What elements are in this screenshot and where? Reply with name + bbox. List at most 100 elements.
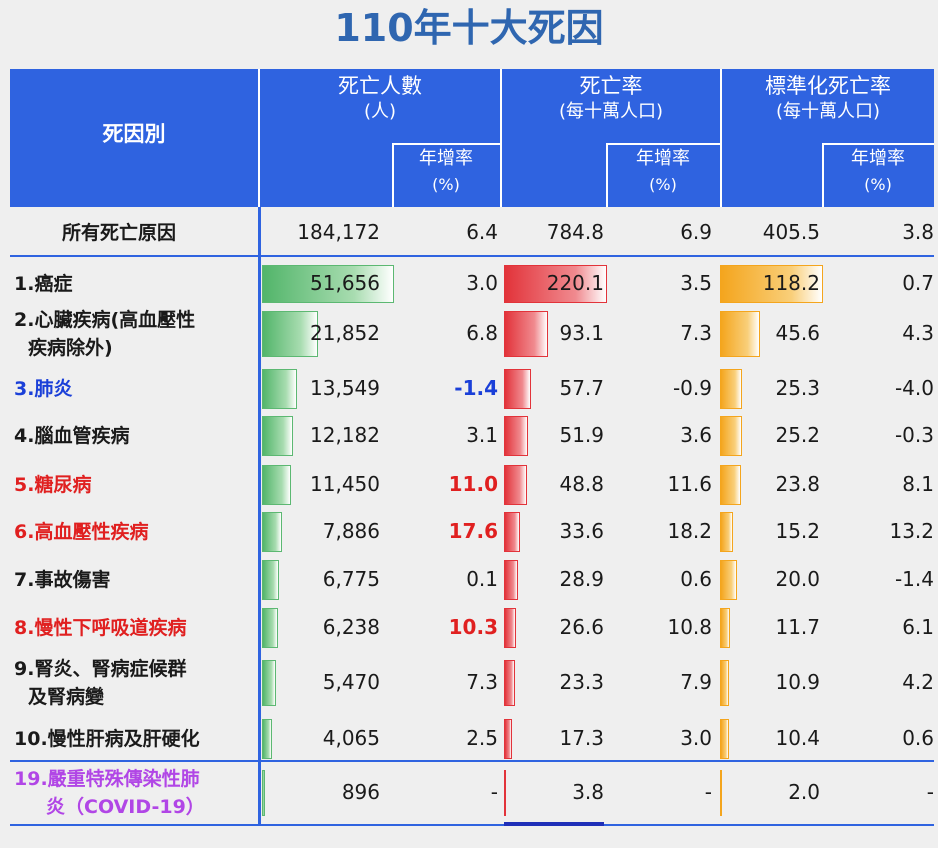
deaths-bar xyxy=(262,660,276,706)
std-rate-bar xyxy=(720,608,731,648)
rate-growth-value: 18.2 xyxy=(667,519,712,543)
cause-label: 3.肺炎 xyxy=(14,378,73,400)
rate-growth-value: 10.8 xyxy=(667,615,712,639)
deaths-bar xyxy=(262,311,318,357)
cause-label-line: 2.心臟疾病(高血壓性 xyxy=(14,309,196,331)
std-rate-value: 118.2 xyxy=(762,271,820,295)
rate-value: 17.3 xyxy=(559,726,604,750)
deaths-bar xyxy=(262,465,292,505)
header-divider xyxy=(720,69,722,207)
std-growth-value: -4.0 xyxy=(894,376,934,400)
header-divider xyxy=(258,69,260,207)
rate-value: 26.6 xyxy=(559,615,604,639)
rate-growth-value: 6.9 xyxy=(680,220,712,244)
rate-bar xyxy=(504,512,520,552)
deaths-bar xyxy=(262,560,280,600)
std-rate-value: 10.9 xyxy=(775,670,820,694)
rate-growth-value: 3.6 xyxy=(680,423,712,447)
std-rate-value: 45.6 xyxy=(775,321,820,345)
deaths-growth-value: 3.1 xyxy=(466,423,498,447)
cause-label: 19.嚴重特殊傳染性肺 炎（COVID-19） xyxy=(14,765,254,821)
cause-label: 7.事故傷害 xyxy=(14,569,111,591)
deaths-value: 4,065 xyxy=(322,726,380,750)
row-divider xyxy=(10,255,934,257)
rate-growth-value: 3.5 xyxy=(680,271,712,295)
rate-growth-value: 0.6 xyxy=(680,567,712,591)
header-divider xyxy=(500,69,502,207)
header-divider xyxy=(392,143,394,207)
std-rate-value: 11.7 xyxy=(775,615,820,639)
rate-value: 23.3 xyxy=(559,670,604,694)
deaths-bar xyxy=(262,770,265,816)
std-growth-value: - xyxy=(926,780,934,804)
deaths-bar xyxy=(262,608,278,648)
deaths-value: 184,172 xyxy=(297,220,380,244)
std-growth-value: 4.2 xyxy=(902,670,934,694)
deaths-growth-value: - xyxy=(490,780,498,804)
header-std-growth: 年增率 xyxy=(851,148,905,169)
deaths-bar xyxy=(262,512,283,552)
cause-label: 9.腎炎、腎病症候群 及腎病變 xyxy=(14,655,254,711)
deaths-growth-value: -1.4 xyxy=(454,376,498,400)
rate-growth-value: 3.0 xyxy=(680,726,712,750)
std-rate-value: 15.2 xyxy=(775,519,820,543)
cause-label: 5.糖尿病 xyxy=(14,474,92,496)
std-rate-value: 20.0 xyxy=(775,567,820,591)
std-rate-bar xyxy=(720,311,760,357)
header-deaths-unit: (人) xyxy=(363,101,397,122)
header-rate: 死亡率 xyxy=(579,74,643,98)
deaths-value: 11,450 xyxy=(310,472,380,496)
std-rate-value: 2.0 xyxy=(788,780,820,804)
deaths-bar xyxy=(262,265,394,303)
std-rate-value: 23.8 xyxy=(775,472,820,496)
rate-growth-value: 7.3 xyxy=(680,321,712,345)
cause-label: 所有死亡原因 xyxy=(62,222,177,244)
std-rate-bar xyxy=(720,770,722,816)
header-rate-unit: (每十萬人口) xyxy=(558,101,664,122)
row-divider xyxy=(10,824,934,826)
deaths-value: 5,470 xyxy=(322,670,380,694)
std-growth-value: -0.3 xyxy=(894,423,934,447)
deaths-bar xyxy=(262,416,294,456)
rate-value: 51.9 xyxy=(559,423,604,447)
header-divider xyxy=(822,143,824,207)
deaths-growth-value: 3.0 xyxy=(466,271,498,295)
header-rate-growth: 年增率 xyxy=(636,148,690,169)
rate-bar xyxy=(504,369,531,409)
std-rate-bar xyxy=(720,369,743,409)
cause-label-line: 疾病除外) xyxy=(28,337,113,359)
rate-value: 3.8 xyxy=(572,780,604,804)
deaths-growth-value: 10.3 xyxy=(448,615,498,639)
std-rate-bar xyxy=(720,512,734,552)
std-rate-bar xyxy=(720,719,730,759)
column-divider xyxy=(258,207,261,824)
cause-label: 2.心臟疾病(高血壓性疾病除外) xyxy=(14,306,254,362)
rate-value: 93.1 xyxy=(559,321,604,345)
header-std-rate: 標準化死亡率 xyxy=(765,74,891,98)
rate-value: 57.7 xyxy=(559,376,604,400)
header-divider xyxy=(606,143,608,207)
rate-value: 33.6 xyxy=(559,519,604,543)
header-cause: 死因別 xyxy=(102,122,166,146)
deaths-growth-value: 2.5 xyxy=(466,726,498,750)
deaths-value: 13,549 xyxy=(310,376,380,400)
cause-label: 10.慢性肝病及肝硬化 xyxy=(14,728,200,750)
std-rate-bar xyxy=(720,560,738,600)
rate-bar xyxy=(504,465,527,505)
std-growth-value: 13.2 xyxy=(889,519,934,543)
cause-label-line: 9.腎炎、腎病症候群 xyxy=(14,658,187,680)
rate-bar xyxy=(504,560,518,600)
rate-bar xyxy=(504,719,513,759)
header-divider xyxy=(822,143,934,145)
header-divider xyxy=(606,143,720,145)
deaths-value: 6,238 xyxy=(322,615,380,639)
std-rate-value: 25.3 xyxy=(775,376,820,400)
deaths-growth-value: 17.6 xyxy=(448,519,498,543)
std-rate-bar xyxy=(720,416,742,456)
cause-label: 1.癌症 xyxy=(14,273,73,295)
cause-label: 4.腦血管疾病 xyxy=(14,425,130,447)
deaths-bar xyxy=(262,719,273,759)
header-deaths: 死亡人數 xyxy=(338,74,422,98)
rate-bar xyxy=(504,770,506,816)
header-divider xyxy=(392,143,500,145)
